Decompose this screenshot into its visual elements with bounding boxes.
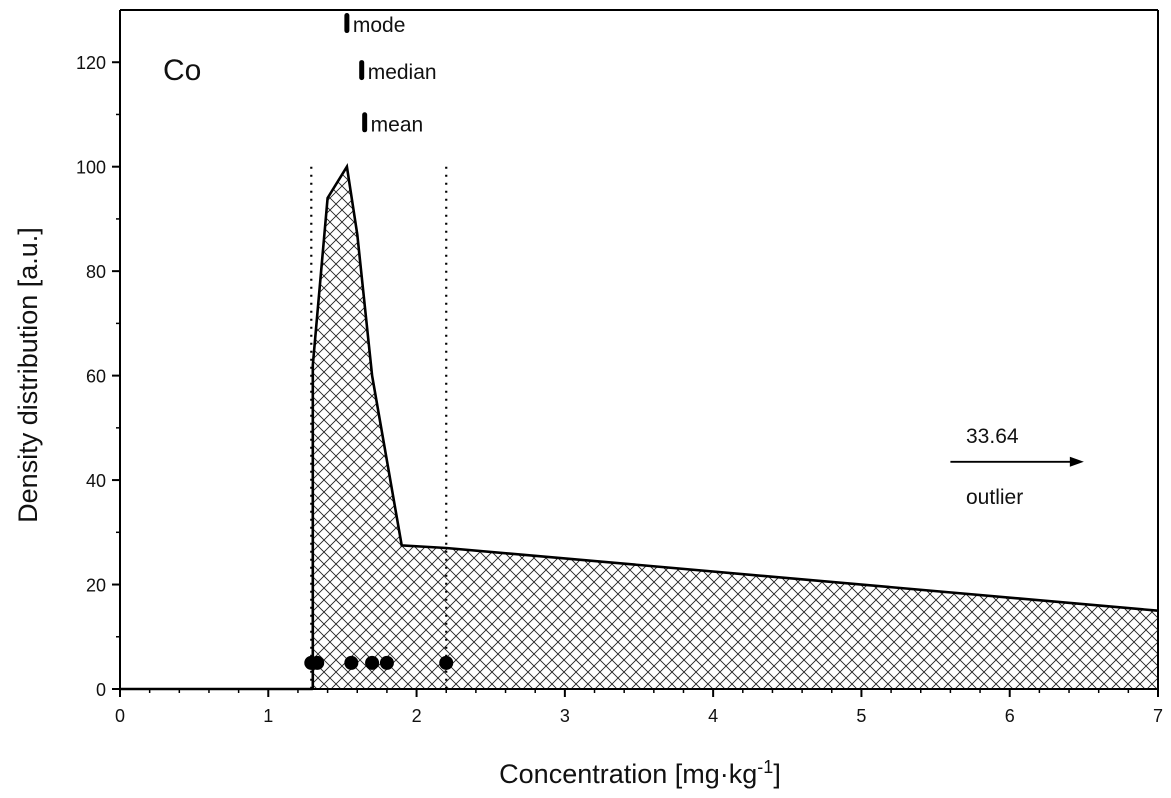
outlier-arrow (950, 456, 1084, 467)
sample-point (379, 655, 394, 670)
x-axis-title-superscript: -1 (757, 757, 773, 777)
x-tick-label: 1 (263, 706, 273, 726)
y-axis-title: Density distribution [a.u.] (13, 227, 43, 523)
statistic-markers: mode median mean (344, 13, 437, 136)
density-curve (311, 163, 1159, 689)
density-fill-layer (312, 166, 1158, 689)
y-tick-label: 20 (86, 576, 106, 596)
x-tick-label: 6 (1005, 706, 1015, 726)
y-tick-label: 60 (86, 367, 106, 387)
y-tick-label: 100 (76, 158, 106, 178)
y-tick-label: 80 (86, 262, 106, 282)
x-tick-label: 0 (115, 706, 125, 726)
mode-marker (344, 13, 350, 34)
axis-ticks: 0 1 2 3 4 5 6 7 0 20 40 60 80 100 120 (76, 53, 1163, 726)
x-tick-label: 7 (1153, 706, 1163, 726)
y-tick-label: 120 (76, 53, 106, 73)
outlier-label: outlier (966, 486, 1023, 509)
mean-marker (362, 112, 368, 133)
plot-frame (119, 9, 1159, 690)
x-tick-label: 5 (856, 706, 866, 726)
y-tick-label: 40 (86, 471, 106, 491)
median-marker (359, 60, 365, 81)
mean-label: mean (371, 113, 424, 136)
x-axis-title: Concentration [mg·kg-1] (499, 757, 781, 789)
median-label: median (368, 61, 437, 84)
sample-points (304, 655, 454, 670)
outlier-value-label: 33.64 (966, 425, 1019, 448)
x-tick-label: 3 (560, 706, 570, 726)
sample-point (439, 655, 454, 670)
sample-point (365, 655, 380, 670)
sample-point (310, 655, 325, 670)
x-tick-label: 4 (708, 706, 718, 726)
density-area (312, 166, 1158, 689)
y-tick-label: 0 (96, 680, 106, 700)
sample-point (344, 655, 359, 670)
x-tick-label: 2 (412, 706, 422, 726)
mode-label: mode (353, 14, 406, 37)
x-axis-title-suffix: ] (773, 759, 781, 789)
element-label: Co (163, 54, 201, 87)
outlier-arrow-head (1069, 456, 1084, 467)
